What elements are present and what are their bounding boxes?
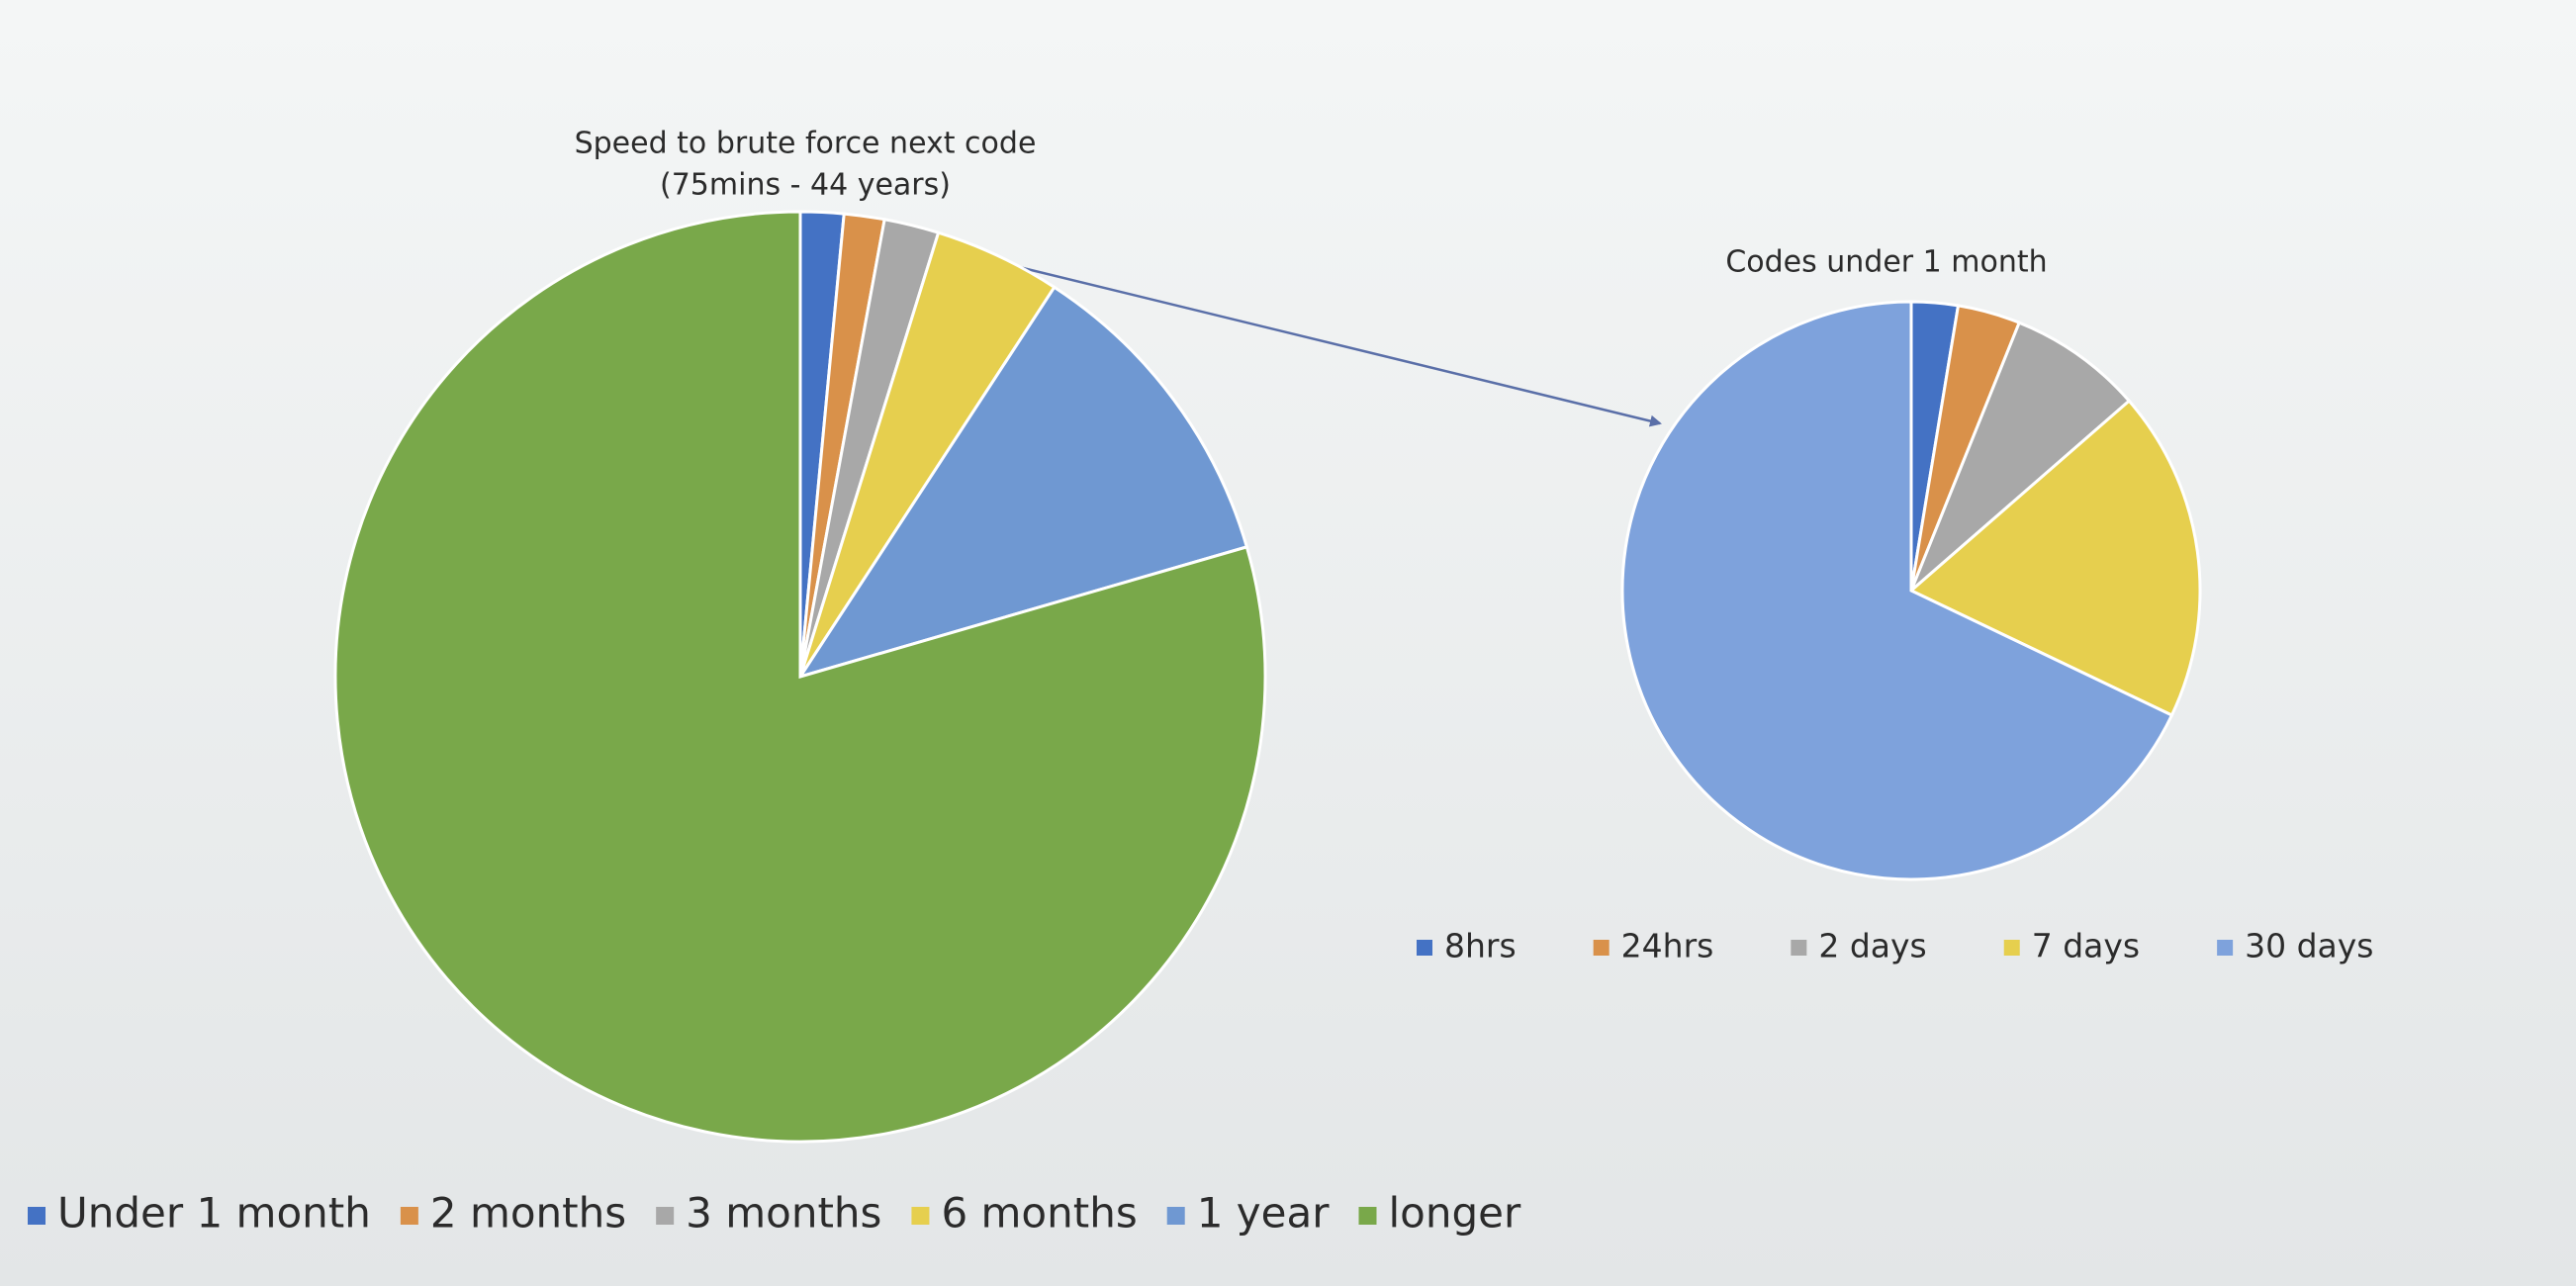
pie-slice bbox=[1909, 321, 2132, 593]
legend-swatch bbox=[1791, 940, 1807, 956]
legend-label: 1 year bbox=[1197, 1189, 1331, 1238]
legend-swatch bbox=[911, 1207, 930, 1225]
legend-swatch bbox=[1417, 940, 1432, 956]
legend-swatch bbox=[1166, 1207, 1185, 1225]
legend-swatch bbox=[2003, 940, 2020, 956]
legend-label: 7 days bbox=[2032, 927, 2140, 965]
legend-swatch bbox=[28, 1207, 46, 1225]
legend-swatch bbox=[1358, 1207, 1377, 1225]
chart-title: Codes under 1 month bbox=[1725, 245, 2047, 280]
pie-slice bbox=[1908, 399, 2202, 717]
legend-swatch bbox=[2217, 940, 2234, 956]
legend-label: 6 months bbox=[941, 1189, 1137, 1238]
legend-label: 30 days bbox=[2245, 927, 2373, 965]
chart-subtitle: (75mins - 44 years) bbox=[660, 168, 951, 203]
legend-label: 2 days bbox=[1818, 927, 1926, 965]
pie-slice bbox=[1620, 300, 2174, 881]
legend-label: longer bbox=[1389, 1189, 1521, 1238]
legend-label: 2 months bbox=[430, 1189, 626, 1238]
legend-label: 8hrs bbox=[1444, 927, 1517, 965]
legend-label: 24hrs bbox=[1621, 927, 1714, 965]
legend-swatch bbox=[656, 1207, 675, 1225]
chart-title: Speed to brute force next code bbox=[575, 127, 1037, 161]
legend-label: 3 months bbox=[686, 1189, 881, 1238]
legend-label: Under 1 month bbox=[57, 1189, 371, 1238]
legend-swatch bbox=[1593, 940, 1610, 956]
legend-swatch bbox=[400, 1207, 418, 1225]
pie-slice bbox=[333, 210, 1267, 1144]
